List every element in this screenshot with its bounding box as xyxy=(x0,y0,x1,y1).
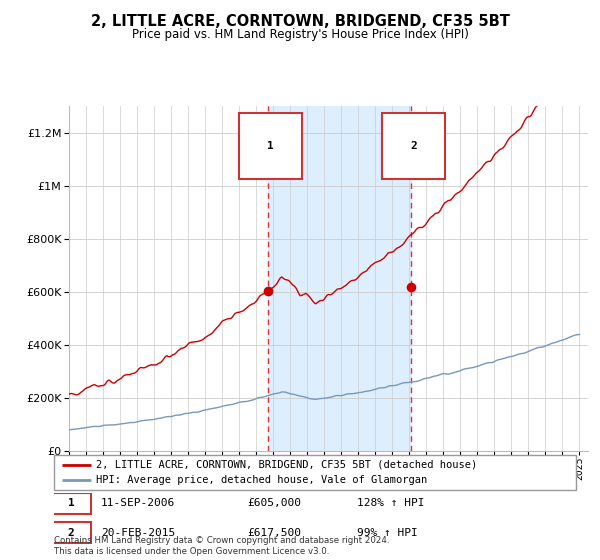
Text: 2, LITTLE ACRE, CORNTOWN, BRIDGEND, CF35 5BT (detached house): 2, LITTLE ACRE, CORNTOWN, BRIDGEND, CF35… xyxy=(96,460,477,470)
Text: 99% ↑ HPI: 99% ↑ HPI xyxy=(357,528,418,538)
Bar xyxy=(268,106,411,451)
FancyBboxPatch shape xyxy=(52,522,91,543)
Text: 11-SEP-2006: 11-SEP-2006 xyxy=(101,498,175,508)
Text: 2, LITTLE ACRE, CORNTOWN, BRIDGEND, CF35 5BT: 2, LITTLE ACRE, CORNTOWN, BRIDGEND, CF35… xyxy=(91,14,509,29)
Text: HPI: Average price, detached house, Vale of Glamorgan: HPI: Average price, detached house, Vale… xyxy=(96,475,427,486)
Text: 2: 2 xyxy=(410,141,417,151)
Text: 20-FEB-2015: 20-FEB-2015 xyxy=(101,528,175,538)
Text: £605,000: £605,000 xyxy=(247,498,301,508)
Text: 128% ↑ HPI: 128% ↑ HPI xyxy=(357,498,424,508)
Text: Price paid vs. HM Land Registry's House Price Index (HPI): Price paid vs. HM Land Registry's House … xyxy=(131,28,469,41)
Text: 1: 1 xyxy=(68,498,74,508)
Text: 2: 2 xyxy=(68,528,74,538)
FancyBboxPatch shape xyxy=(52,493,91,514)
FancyBboxPatch shape xyxy=(54,455,576,490)
Text: £617,500: £617,500 xyxy=(247,528,301,538)
Text: 1: 1 xyxy=(267,141,274,151)
Text: Contains HM Land Registry data © Crown copyright and database right 2024.
This d: Contains HM Land Registry data © Crown c… xyxy=(54,536,389,556)
